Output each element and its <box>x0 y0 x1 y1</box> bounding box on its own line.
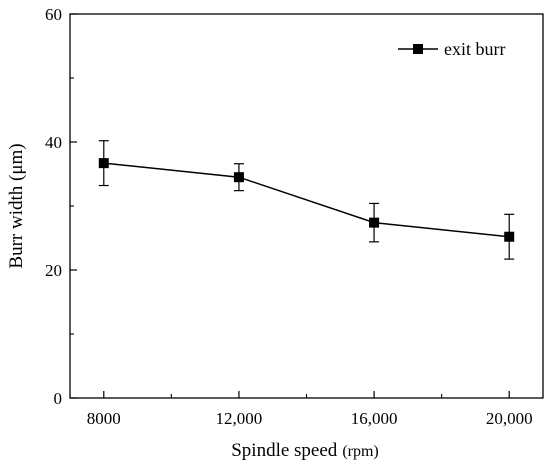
series-line <box>103 162 510 238</box>
x-axis-unit: (rpm) <box>342 443 378 460</box>
x-tick-label: 20,000 <box>486 409 533 428</box>
legend: exit burr <box>398 39 505 59</box>
x-tick-label: 8000 <box>87 409 121 428</box>
y-axis-title: Burr width (μm) <box>6 143 27 268</box>
data-point <box>233 172 244 183</box>
legend-marker <box>413 44 423 54</box>
y-tick-label: 20 <box>45 261 62 280</box>
y-tick-label: 60 <box>45 5 62 24</box>
x-tick-label: 12,000 <box>216 409 263 428</box>
axis-ticks: 0 20 40 60 8000 12,000 16,000 20,000 <box>45 5 533 428</box>
data-point <box>98 158 109 169</box>
data-point <box>504 231 515 242</box>
plot-frame <box>69 13 544 399</box>
series-group <box>98 140 515 260</box>
plot-area-border <box>69 13 544 399</box>
y-tick-label: 0 <box>54 389 63 408</box>
y-tick-label: 40 <box>45 133 62 152</box>
x-axis-title: Spindle speed (rpm) <box>231 440 379 461</box>
data-point <box>369 217 380 228</box>
x-tick-label: 16,000 <box>351 409 398 428</box>
legend-label-exit-burr: exit burr <box>444 39 505 59</box>
